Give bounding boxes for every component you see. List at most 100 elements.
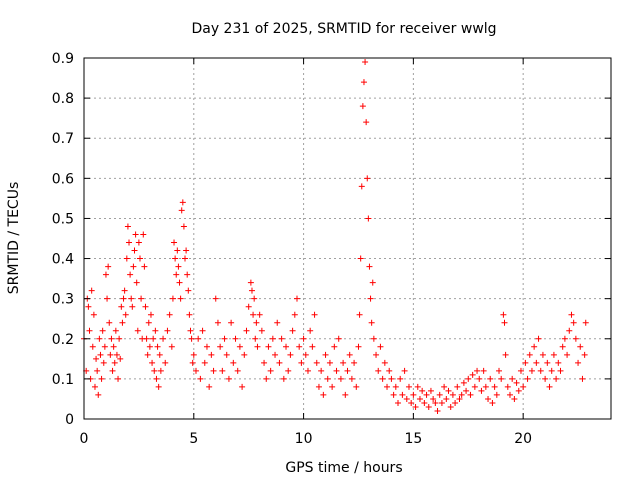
data-point xyxy=(520,383,527,390)
data-point xyxy=(318,367,325,374)
data-point xyxy=(109,367,116,374)
data-point xyxy=(91,383,98,390)
data-point xyxy=(482,383,489,390)
plot-frame xyxy=(83,57,612,420)
data-point xyxy=(509,375,516,382)
data-point xyxy=(179,199,186,206)
data-point xyxy=(232,335,239,342)
data-point xyxy=(366,263,373,270)
data-point xyxy=(395,399,402,406)
data-point xyxy=(360,79,367,86)
data-point xyxy=(517,367,524,374)
data-point xyxy=(296,343,303,350)
data-point xyxy=(289,327,296,334)
data-point xyxy=(173,271,180,278)
data-point xyxy=(117,355,124,362)
data-point xyxy=(355,343,362,350)
data-point xyxy=(157,367,164,374)
data-point xyxy=(425,403,432,410)
data-point xyxy=(575,359,582,366)
data-point xyxy=(367,295,374,302)
data-point xyxy=(219,367,226,374)
data-point xyxy=(278,335,285,342)
data-point xyxy=(441,383,448,390)
data-point xyxy=(171,239,178,246)
data-point xyxy=(98,375,105,382)
data-point xyxy=(174,247,181,254)
data-point xyxy=(542,375,549,382)
data-point xyxy=(106,319,113,326)
data-point xyxy=(248,287,255,294)
data-point xyxy=(221,335,228,342)
data-point xyxy=(392,383,399,390)
data-point xyxy=(166,311,173,318)
y-tick-label: 0.4 xyxy=(52,252,74,268)
data-points xyxy=(81,59,589,414)
data-point xyxy=(145,319,152,326)
data-point xyxy=(579,375,586,382)
data-point xyxy=(143,335,150,342)
data-point xyxy=(559,343,566,350)
data-point xyxy=(285,367,292,374)
data-point xyxy=(212,295,219,302)
data-point xyxy=(151,367,158,374)
data-point xyxy=(476,375,483,382)
data-point xyxy=(456,395,463,402)
x-tick-label: 0 xyxy=(80,431,89,447)
data-point xyxy=(447,403,454,410)
data-point xyxy=(474,367,481,374)
data-point xyxy=(577,343,584,350)
data-point xyxy=(368,319,375,326)
data-point xyxy=(522,359,529,366)
data-point xyxy=(180,223,187,230)
data-point xyxy=(344,367,351,374)
data-point xyxy=(498,375,505,382)
data-point xyxy=(113,351,120,358)
data-point xyxy=(94,367,101,374)
data-point xyxy=(434,407,441,414)
data-point xyxy=(369,279,376,286)
data-point xyxy=(164,327,171,334)
data-point xyxy=(187,327,194,334)
data-point xyxy=(412,403,419,410)
data-point xyxy=(182,255,189,262)
data-point xyxy=(96,335,103,342)
data-point xyxy=(102,271,109,278)
data-point xyxy=(449,391,456,398)
y-tick-label: 0.7 xyxy=(52,131,74,147)
data-point xyxy=(133,279,140,286)
data-point xyxy=(93,355,100,362)
data-point xyxy=(320,391,327,398)
data-point xyxy=(480,367,487,374)
data-point xyxy=(421,399,428,406)
data-point xyxy=(370,335,377,342)
data-point xyxy=(401,367,408,374)
data-point xyxy=(169,295,176,302)
data-point xyxy=(302,351,309,358)
data-point xyxy=(550,351,557,358)
data-point xyxy=(234,367,241,374)
data-point xyxy=(363,119,370,126)
data-point xyxy=(272,351,279,358)
data-point xyxy=(331,343,338,350)
y-tick-label: 0.5 xyxy=(52,211,74,227)
data-point xyxy=(228,319,235,326)
data-point xyxy=(581,351,588,358)
data-point xyxy=(118,303,125,310)
data-point xyxy=(90,311,97,318)
data-point xyxy=(414,383,421,390)
data-point xyxy=(572,335,579,342)
data-point xyxy=(463,387,470,394)
data-point xyxy=(566,327,573,334)
data-point xyxy=(362,59,369,66)
data-point xyxy=(489,399,496,406)
x-tick-label: 5 xyxy=(189,431,198,447)
data-point xyxy=(356,311,363,318)
data-point xyxy=(326,359,333,366)
data-point xyxy=(322,351,329,358)
data-point xyxy=(89,343,96,350)
data-point xyxy=(491,383,498,390)
data-point xyxy=(399,391,406,398)
data-point xyxy=(438,399,445,406)
